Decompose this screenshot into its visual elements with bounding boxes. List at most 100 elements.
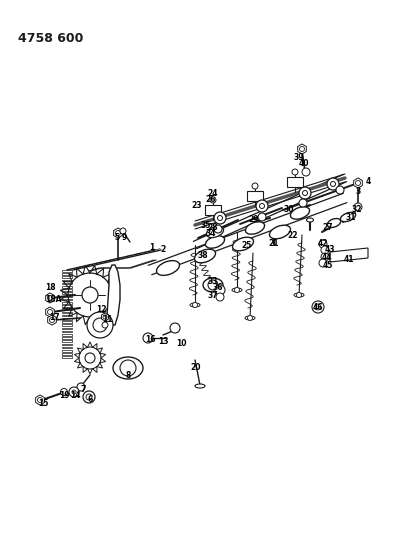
Ellipse shape: [205, 236, 224, 248]
Ellipse shape: [233, 237, 253, 251]
Text: 18A: 18A: [45, 295, 61, 304]
Ellipse shape: [246, 222, 264, 234]
Text: 41: 41: [344, 255, 354, 264]
Circle shape: [72, 390, 76, 394]
Bar: [62, 305, 72, 306]
Ellipse shape: [157, 261, 180, 276]
Polygon shape: [330, 248, 368, 262]
Text: 45: 45: [323, 261, 333, 270]
Circle shape: [193, 303, 197, 308]
Text: 11: 11: [102, 316, 112, 325]
Circle shape: [214, 225, 222, 233]
Text: 42: 42: [318, 238, 328, 247]
Text: 33: 33: [208, 278, 218, 287]
Circle shape: [248, 316, 253, 320]
Circle shape: [82, 287, 98, 303]
Ellipse shape: [306, 218, 313, 222]
Polygon shape: [287, 177, 303, 187]
Bar: [62, 299, 72, 300]
Text: 13: 13: [158, 337, 168, 346]
Circle shape: [302, 190, 308, 196]
Ellipse shape: [195, 384, 205, 388]
Text: 19: 19: [59, 391, 69, 400]
Ellipse shape: [113, 357, 143, 379]
Text: 26: 26: [206, 195, 216, 204]
Circle shape: [214, 212, 226, 224]
Text: 9: 9: [121, 232, 126, 241]
Circle shape: [60, 389, 67, 395]
Circle shape: [49, 318, 55, 322]
Ellipse shape: [327, 219, 341, 228]
Text: 32: 32: [352, 206, 362, 214]
Text: 38: 38: [198, 251, 208, 260]
Text: 39: 39: [294, 152, 304, 161]
Text: 23: 23: [192, 200, 202, 209]
Bar: [62, 325, 72, 326]
Bar: [62, 277, 72, 278]
Ellipse shape: [203, 278, 223, 292]
Bar: [62, 344, 72, 345]
Circle shape: [86, 394, 92, 400]
Text: 29: 29: [249, 215, 259, 224]
Circle shape: [256, 200, 268, 212]
Circle shape: [321, 246, 329, 254]
Ellipse shape: [195, 249, 215, 263]
Text: 25: 25: [242, 240, 252, 249]
Polygon shape: [298, 144, 306, 154]
Circle shape: [143, 333, 153, 343]
Circle shape: [208, 280, 218, 290]
Polygon shape: [354, 178, 362, 188]
Bar: [62, 270, 72, 271]
Bar: [62, 280, 72, 281]
Text: 31: 31: [346, 214, 356, 222]
Bar: [62, 353, 72, 354]
Text: 6: 6: [87, 395, 93, 405]
Text: 16: 16: [145, 335, 155, 344]
Circle shape: [321, 253, 329, 261]
Ellipse shape: [232, 288, 242, 292]
Bar: [62, 273, 72, 274]
Circle shape: [83, 391, 95, 403]
Text: 15: 15: [38, 400, 48, 408]
Circle shape: [297, 293, 302, 297]
Ellipse shape: [294, 293, 304, 297]
Circle shape: [299, 199, 307, 207]
Text: 4: 4: [366, 177, 370, 187]
Polygon shape: [102, 313, 109, 321]
Ellipse shape: [190, 303, 200, 307]
Ellipse shape: [271, 233, 277, 237]
Bar: [62, 331, 72, 332]
Bar: [62, 334, 72, 335]
Bar: [62, 293, 72, 294]
Bar: [62, 318, 72, 319]
Text: 8: 8: [125, 370, 131, 379]
Circle shape: [87, 312, 113, 338]
Circle shape: [47, 310, 53, 314]
Circle shape: [120, 360, 136, 376]
Ellipse shape: [340, 212, 356, 222]
Circle shape: [312, 301, 324, 313]
Bar: [62, 315, 72, 316]
Circle shape: [319, 240, 327, 248]
Circle shape: [210, 197, 216, 203]
Circle shape: [217, 215, 222, 221]
Circle shape: [355, 181, 361, 185]
Circle shape: [327, 178, 339, 190]
Text: 34: 34: [206, 229, 216, 238]
Polygon shape: [46, 293, 54, 303]
Circle shape: [258, 213, 266, 221]
Circle shape: [299, 187, 311, 199]
Text: 43: 43: [325, 246, 335, 254]
Circle shape: [103, 315, 107, 319]
Bar: [62, 337, 72, 338]
Circle shape: [216, 293, 224, 301]
Text: 2: 2: [160, 246, 166, 254]
Circle shape: [77, 383, 85, 391]
Circle shape: [120, 228, 126, 234]
Bar: [62, 321, 72, 322]
Bar: [62, 289, 72, 290]
Polygon shape: [35, 395, 44, 405]
Circle shape: [93, 318, 107, 332]
Circle shape: [330, 182, 335, 187]
Polygon shape: [114, 228, 122, 238]
